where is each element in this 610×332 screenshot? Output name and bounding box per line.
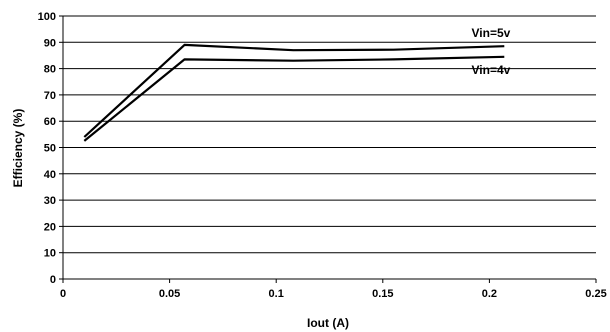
- y-tick-label-20: 20: [44, 221, 56, 233]
- y-tick-label-80: 80: [44, 64, 56, 76]
- axes: [59, 15, 597, 283]
- y-tick-label-70: 70: [44, 90, 56, 102]
- x-tick-label-5: 0.25: [585, 288, 606, 300]
- y-tick-label-10: 10: [44, 248, 56, 260]
- y-tick-labels: 0 10 20 30 40 50 60 70 80 90 100: [38, 11, 56, 286]
- y-tick-label-60: 60: [44, 116, 56, 128]
- x-axis-title: Iout (A): [307, 316, 349, 330]
- series-line-0: [83, 43, 505, 138]
- y-axis-title: Efficiency (%): [11, 109, 25, 188]
- series-labels: Vin=5v Vin=4v: [472, 26, 511, 77]
- x-tick-labels: 0 0.05 0.1 0.15 0.2 0.25: [60, 288, 607, 300]
- x-tick-label-3: 0.15: [372, 288, 393, 300]
- y-tick-label-40: 40: [44, 169, 56, 181]
- series-line-1: [83, 55, 505, 142]
- x-tick-label-1: 0.05: [159, 288, 180, 300]
- x-tick-label-4: 0.2: [482, 288, 497, 300]
- x-tick-label-2: 0.1: [269, 288, 284, 300]
- y-tick-label-90: 90: [44, 37, 56, 49]
- y-tick-label-30: 30: [44, 195, 56, 207]
- y-tick-label-0: 0: [50, 274, 56, 286]
- series-label-1: Vin=4v: [472, 63, 511, 77]
- series-label-0: Vin=5v: [472, 26, 511, 40]
- x-tick-label-0: 0: [60, 288, 66, 300]
- y-tick-label-50: 50: [44, 143, 56, 155]
- y-tick-label-100: 100: [38, 11, 56, 23]
- grid: [63, 15, 596, 254]
- series-lines: [83, 43, 505, 142]
